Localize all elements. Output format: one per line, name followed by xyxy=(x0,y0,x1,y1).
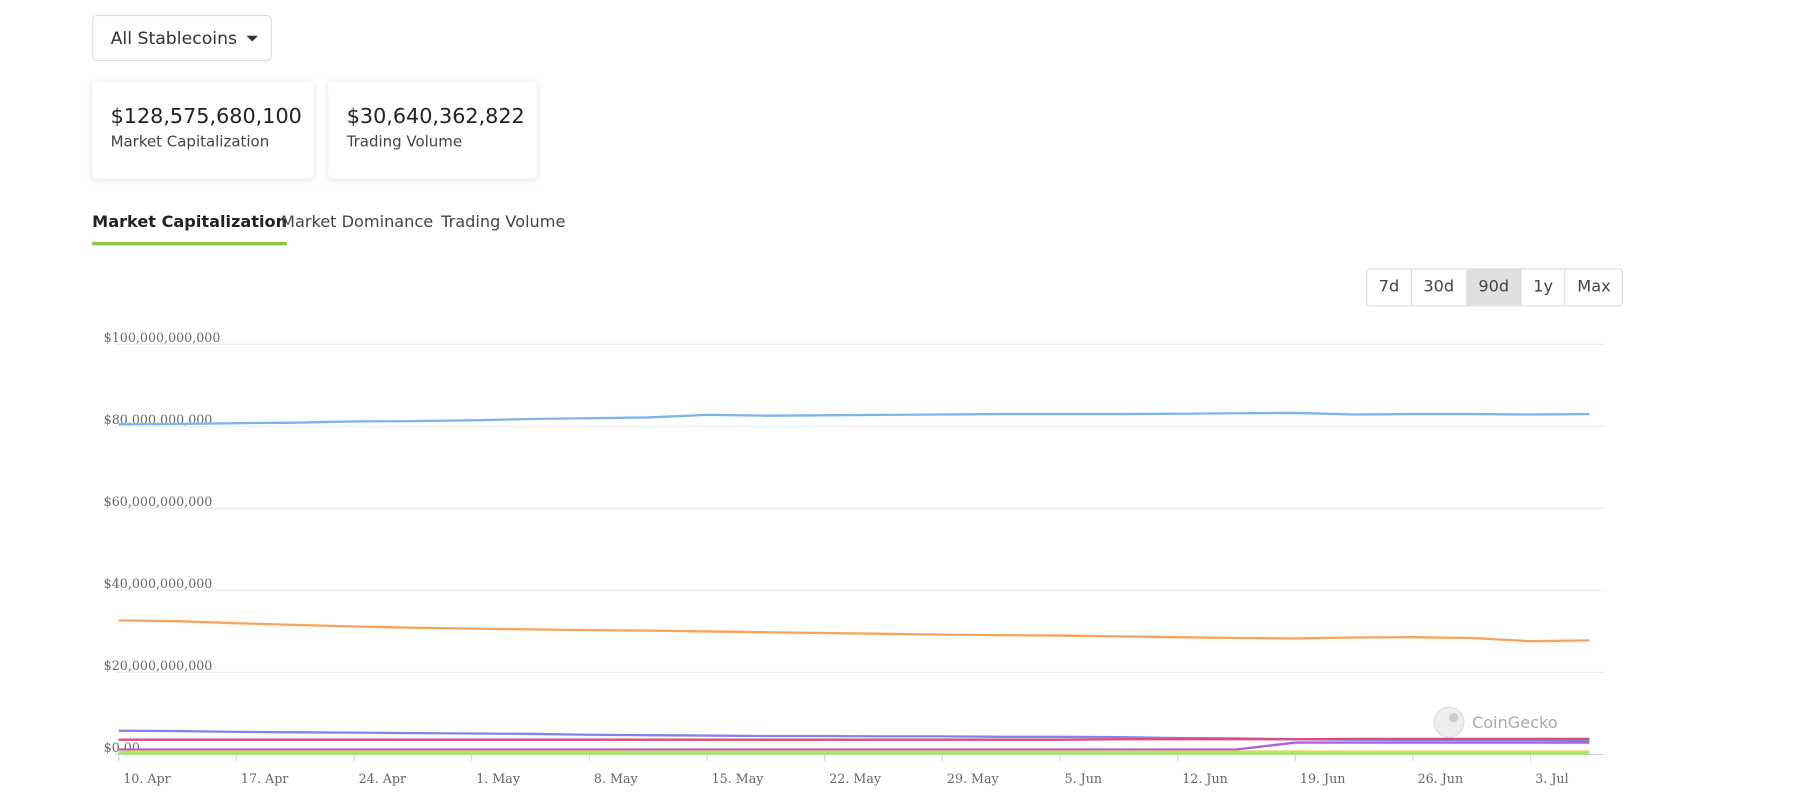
chart: $0.00$20,000,000,000$40,000,000,000$60,0… xyxy=(104,330,1605,786)
y-tick-label: $20,000,000,000 xyxy=(104,658,213,673)
x-tick-label: 5. Jun xyxy=(1065,771,1102,786)
range-buttons: 7d 30d 90d 1y Max xyxy=(1366,268,1624,307)
x-tick-label: 1. May xyxy=(476,771,521,786)
series-line xyxy=(118,737,1590,741)
series-line xyxy=(118,619,1590,643)
tab[interactable]: Market Capitalization xyxy=(92,213,288,246)
y-tick-label: $100,000,000,000 xyxy=(104,330,221,345)
tab[interactable]: Market Dominance xyxy=(281,213,434,232)
x-tick-label: 29. May xyxy=(947,771,1000,786)
x-tick-label: 8. May xyxy=(594,771,639,786)
watermark-text: CoinGecko xyxy=(1472,713,1558,732)
range-button[interactable]: 90d xyxy=(1466,269,1522,306)
range-button[interactable]: 1y xyxy=(1522,269,1566,306)
x-tick-label: 3. Jul xyxy=(1535,771,1568,786)
dropdown-label: All Stablecoins xyxy=(110,27,238,49)
stat-value: $30,640,362,822 xyxy=(346,104,525,130)
caret xyxy=(246,35,258,42)
x-tick-label: 17. Apr xyxy=(241,771,289,786)
series-line xyxy=(118,411,1590,426)
watermark-icon xyxy=(1433,706,1465,738)
y-tick-label: $40,000,000,000 xyxy=(104,576,213,591)
watermark-icon xyxy=(1448,712,1459,723)
x-tick-label: 19. Jun xyxy=(1300,771,1346,786)
x-tick-label: 12. Jun xyxy=(1182,771,1228,786)
watermark: CoinGecko xyxy=(1433,706,1558,738)
x-tick-label: 10. Apr xyxy=(123,771,171,786)
tab[interactable]: Trading Volume xyxy=(441,213,566,232)
coin-dropdown[interactable]: All Stablecoins xyxy=(92,14,272,62)
stat-card: $30,640,362,822 Trading Volume xyxy=(328,81,537,179)
range-button[interactable]: 7d xyxy=(1367,269,1412,306)
range-button[interactable]: 30d xyxy=(1412,269,1467,306)
x-tick-label: 24. Apr xyxy=(359,771,407,786)
stat-card: $128,575,680,100 Market Capitalization xyxy=(92,81,314,179)
range-button[interactable]: Max xyxy=(1577,277,1611,297)
stat-value: $128,575,680,100 xyxy=(110,104,302,130)
y-tick-label: $60,000,000,000 xyxy=(104,494,213,509)
x-tick-label: 26. Jun xyxy=(1418,771,1464,786)
x-tick-label: 15. May xyxy=(712,771,765,786)
series-line xyxy=(118,741,1590,751)
stat-label: Market Capitalization xyxy=(110,133,270,151)
stat-label: Trading Volume xyxy=(346,133,463,151)
x-tick-label: 22. May xyxy=(829,771,882,786)
